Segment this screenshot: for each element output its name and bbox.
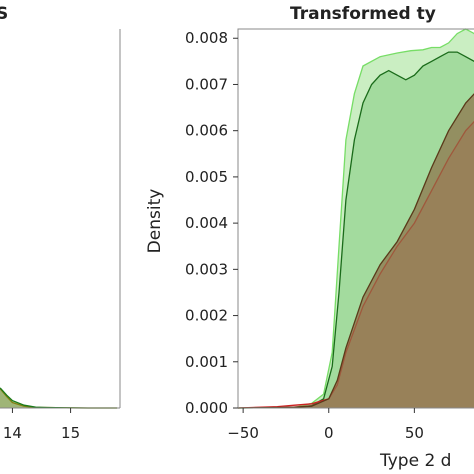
series-0-fill: [0, 389, 118, 408]
right-panel: Transformed ty 0.000 0.001 0.002 0.003 0.004…: [145, 4, 474, 471]
x-tick-label: 50: [405, 424, 424, 442]
right-panel-title: Transformed ty: [290, 4, 436, 24]
series-3-line: [237, 93, 474, 409]
series-3-fill: [238, 94, 474, 408]
right-y-ticks: 0.000 0.001 0.002 0.003 0.004 0.005 0.006 0.007…: [185, 29, 238, 417]
y-axis-label: Density: [145, 189, 165, 254]
left-plot-area: [0, 387, 118, 409]
left-panel: S 14 15: [0, 4, 121, 442]
y-tick-label: 0.001: [185, 353, 228, 371]
x-tick-label: 15: [61, 424, 80, 442]
series-0-line: [237, 28, 474, 409]
y-tick-label: 0.007: [185, 75, 228, 93]
right-x-ticks: −50 0 50: [227, 408, 424, 442]
x-tick-label: 0: [324, 424, 334, 442]
y-tick-label: 0.008: [185, 29, 228, 47]
series-1-line: [237, 51, 474, 409]
y-tick-label: 0.000: [185, 399, 228, 417]
y-tick-label: 0.006: [185, 122, 228, 140]
right-plot-area: [237, 28, 474, 409]
y-tick-label: 0.003: [185, 260, 228, 278]
right-axes-frame: [237, 28, 474, 409]
series-1-fill: [0, 388, 118, 408]
left-x-ticks: 14 15: [3, 408, 80, 442]
y-tick-label: 0.002: [185, 307, 228, 325]
left-panel-title: S: [0, 4, 8, 24]
x-axis-label: Type 2 d: [379, 451, 451, 471]
x-tick-label: 14: [3, 424, 22, 442]
y-tick-label: 0.005: [185, 168, 228, 186]
y-tick-label: 0.004: [185, 214, 228, 232]
x-tick-label: −50: [227, 424, 259, 442]
